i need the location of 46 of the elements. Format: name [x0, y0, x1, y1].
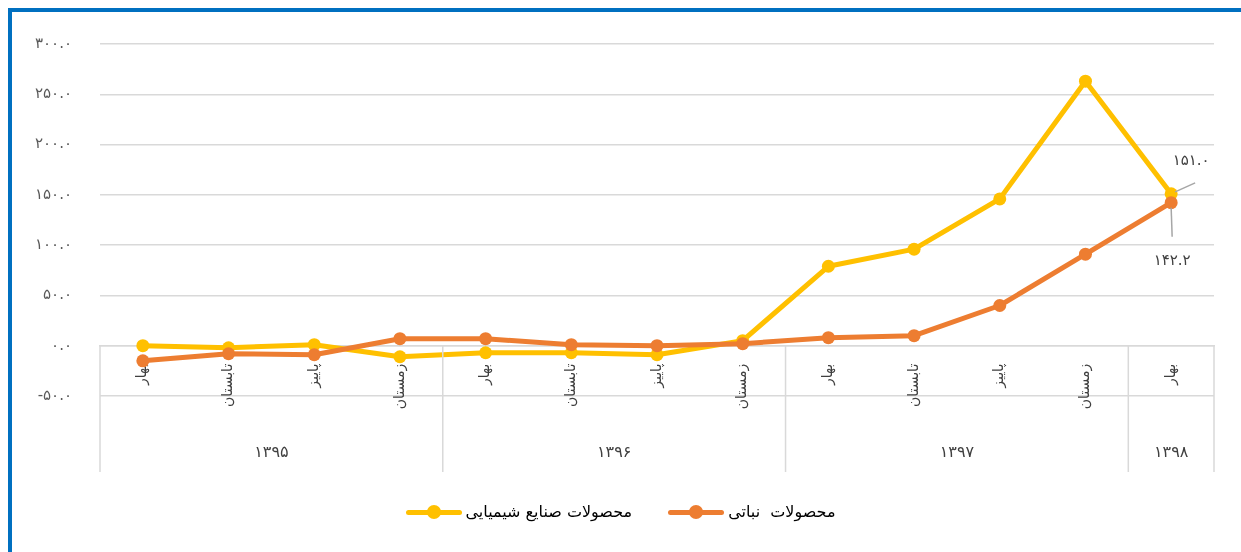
point — [393, 350, 407, 364]
point — [479, 346, 493, 360]
x-tick-label: پاییز — [304, 363, 322, 389]
y-tick-label: ۱۵۰.۰ — [35, 184, 72, 203]
point — [1164, 196, 1178, 210]
point — [650, 339, 664, 353]
data-label: ۱۴۲.۲ — [1153, 250, 1191, 269]
point — [307, 348, 321, 362]
point — [564, 338, 578, 352]
x-tick-label: زمستان — [390, 363, 408, 410]
point — [907, 329, 921, 343]
y-tick-label: ۱۰۰.۰ — [35, 235, 72, 254]
y-tick-label: ۲۰۰.۰ — [35, 134, 72, 153]
x-tick-label: زمستان — [1076, 363, 1094, 410]
legend-label: محصولات نباتی — [728, 502, 836, 522]
x-tick-label: پاییز — [647, 363, 665, 389]
point — [907, 242, 921, 256]
text: ۱۳۹۵ — [254, 441, 289, 461]
x-tick-label: بهار — [476, 363, 494, 387]
y-tick-label: ۰.۰ — [51, 335, 72, 354]
x-tick-label: بهار — [1161, 363, 1179, 387]
x-tick-label: تابستان — [219, 363, 236, 408]
point — [993, 298, 1007, 312]
point — [136, 339, 150, 353]
x-tick-label: تابستان — [561, 363, 578, 408]
y-tick-label: ۲۵۰.۰ — [35, 84, 72, 103]
y-tick-label: ۵۰.۰ — [43, 285, 72, 304]
x-tick-label: پاییز — [990, 363, 1008, 389]
y-tick-label: -۵۰.۰ — [37, 385, 72, 404]
point — [821, 331, 835, 345]
data-label: ۱۵۱.۰ — [1172, 150, 1210, 169]
point — [393, 332, 407, 346]
point — [821, 259, 835, 273]
x-tick-label: تابستان — [904, 363, 921, 408]
x-tick-label: بهار — [819, 363, 837, 387]
text: ۱۳۹۶ — [596, 441, 632, 461]
point — [1078, 247, 1092, 261]
y-tick-label: ۳۰۰.۰ — [35, 33, 72, 52]
text: ۱۳۹۷ — [939, 441, 975, 461]
point — [1078, 74, 1092, 88]
point — [479, 332, 493, 346]
x-tick-label: زمستان — [733, 363, 751, 410]
point — [222, 347, 236, 361]
point — [993, 192, 1007, 206]
text: ۱۳۹۸ — [1153, 441, 1189, 461]
legend-label: محصولات صنایع شیمیایی — [465, 502, 633, 522]
